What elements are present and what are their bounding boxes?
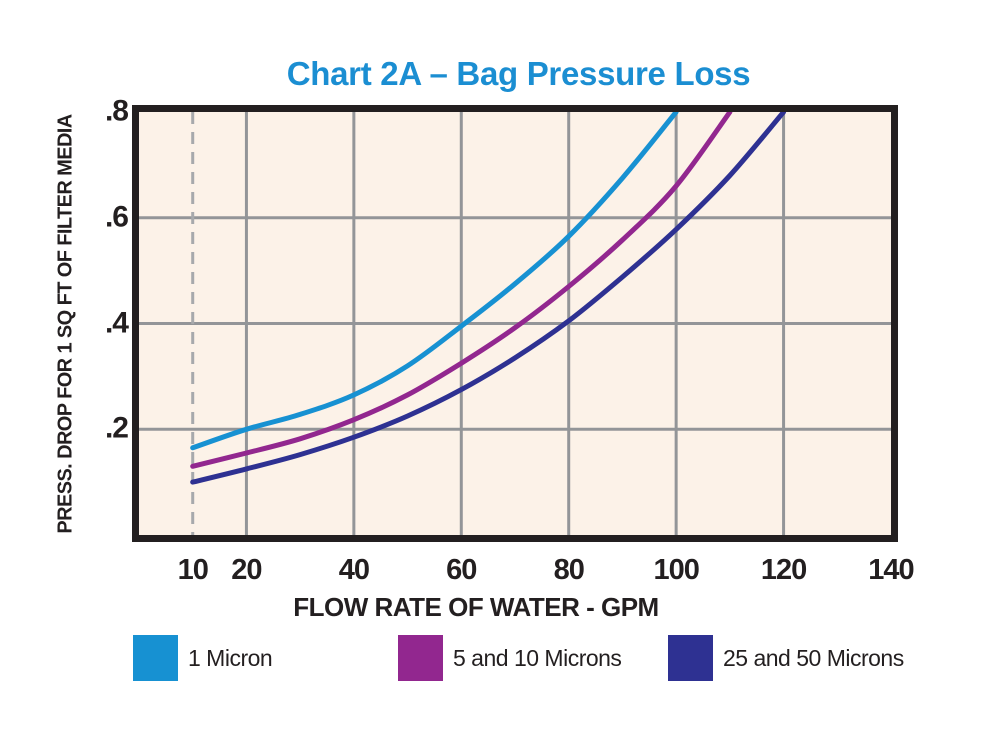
x-tick-label-140: 140	[868, 554, 914, 586]
curve-25-and-50-microns	[190, 112, 787, 485]
legend-swatch-25-50-microns	[668, 635, 713, 681]
legend-item-1-micron: 1 Micron	[133, 635, 273, 681]
y-tick-label-.4: .4	[104, 305, 129, 339]
legend-item-25-50-microns: 25 and 50 Microns	[668, 635, 904, 681]
chart-title: Chart 2A – Bag Pressure Loss	[286, 55, 751, 92]
curve-5-and-10-microns	[190, 112, 733, 469]
x-tick-label-80: 80	[553, 554, 585, 586]
x-tick-label-100: 100	[653, 554, 699, 586]
legend-swatch-5-10-microns	[398, 635, 443, 681]
legend-swatch-1-micron	[133, 635, 178, 681]
x-tick-label-120: 120	[760, 554, 807, 586]
curve-1-micron	[190, 112, 679, 451]
y-tick-label-.2: .2	[104, 411, 129, 445]
legend-item-5-10-microns: 5 and 10 Microns	[398, 635, 622, 681]
legend-label-25-50-microns: 25 and 50 Microns	[723, 644, 904, 671]
x-axis-title: FLOW RATE OF WATER - GPM	[293, 592, 659, 622]
y-tick-label-.8: .8	[104, 94, 129, 128]
legend-label-5-10-microns: 5 and 10 Microns	[453, 644, 622, 671]
x-tick-label-40: 40	[338, 554, 370, 586]
chart-plot-svg	[139, 112, 891, 535]
x-tick-label-20: 20	[231, 554, 262, 586]
legend: 1 Micron 5 and 10 Microns 25 and 50 Micr…	[0, 635, 1000, 681]
y-axis-title: PRESS. DROP FOR 1 SQ FT OF FILTER MEDIA	[54, 114, 77, 534]
plot-area	[132, 105, 898, 542]
legend-label-1-micron: 1 Micron	[188, 644, 273, 671]
y-tick-label-.6: .6	[104, 200, 129, 234]
x-tick-label-10: 10	[177, 554, 209, 586]
x-tick-label-60: 60	[446, 554, 477, 586]
